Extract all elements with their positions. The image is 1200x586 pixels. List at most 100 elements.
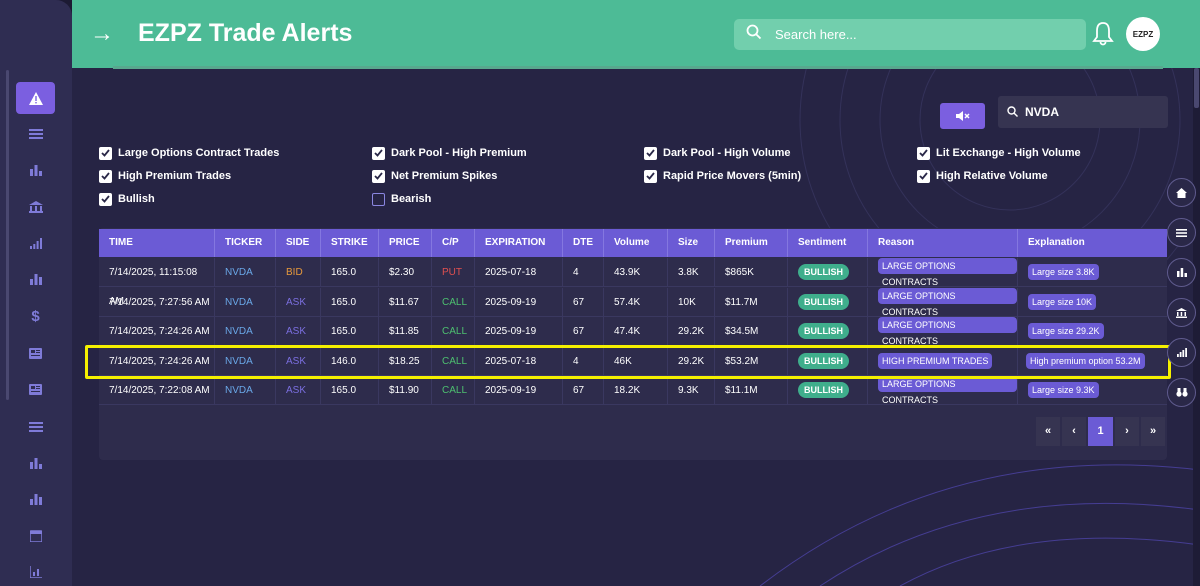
mute-button[interactable] <box>940 103 985 129</box>
reason-badge: LARGE OPTIONS CONTRACTS <box>878 376 1017 405</box>
analytics-icon[interactable] <box>16 483 55 515</box>
page-first-button[interactable]: « <box>1036 417 1060 446</box>
cell-premium: $11.1M <box>715 376 788 405</box>
column-header-premium[interactable]: Premium <box>715 229 788 257</box>
calendar-icon[interactable] <box>16 520 55 552</box>
cell-time: 7/14/2025, 7:22:08 AM <box>99 376 215 405</box>
cell-sentiment: BULLISH <box>788 258 868 287</box>
cell-size: 3.8K <box>668 258 715 287</box>
bank-icon[interactable] <box>1167 298 1196 327</box>
dollar-icon[interactable]: $ <box>31 307 40 325</box>
cell-expiration: 2025-09-19 <box>475 317 563 346</box>
global-search[interactable] <box>734 19 1086 50</box>
checkbox-checked-icon[interactable] <box>99 146 112 160</box>
cell-ticker[interactable]: NVDA <box>215 258 276 287</box>
cell-ticker[interactable]: NVDA <box>215 288 276 317</box>
cell-ticker[interactable]: NVDA <box>215 317 276 346</box>
page-next-button[interactable]: › <box>1115 417 1139 446</box>
checkbox-checked-icon[interactable] <box>372 169 385 183</box>
checkbox-checked-icon[interactable] <box>372 146 385 160</box>
filter-label: Net Premium Spikes <box>391 170 498 182</box>
sentiment-badge: BULLISH <box>798 294 849 310</box>
table-row[interactable]: 7/14/2025, 11:15:08 AM NVDA BID 165.0 $2… <box>99 258 1167 307</box>
column-header-side[interactable]: SIDE <box>276 229 321 257</box>
cell-cp: CALL <box>432 288 475 317</box>
page-scrollbar[interactable] <box>1193 68 1200 586</box>
bar-chart-icon[interactable] <box>16 154 55 186</box>
cell-ticker[interactable]: NVDA <box>215 376 276 405</box>
signal-icon[interactable] <box>16 227 55 259</box>
checkbox-checked-icon[interactable] <box>644 169 657 183</box>
cell-strike: 165.0 <box>321 376 379 405</box>
filter-lit-exchange[interactable]: Lit Exchange - High Volume <box>917 146 1081 160</box>
filter-label: Dark Pool - High Volume <box>663 147 791 159</box>
column-header-strike[interactable]: STRIKE <box>321 229 379 257</box>
filter-net-premium[interactable]: Net Premium Spikes <box>372 169 497 183</box>
list-icon[interactable] <box>1167 218 1196 247</box>
cell-volume: 46K <box>604 347 668 376</box>
checkbox-checked-icon[interactable] <box>99 169 112 183</box>
search-input[interactable] <box>775 24 1075 44</box>
ticker-search[interactable] <box>998 96 1168 128</box>
checkbox-checked-icon[interactable] <box>644 146 657 160</box>
news-icon[interactable] <box>16 373 55 405</box>
binoculars-icon[interactable] <box>1167 378 1196 407</box>
column-header-volume[interactable]: Volume <box>604 229 668 257</box>
column-header-size[interactable]: Size <box>668 229 715 257</box>
page-prev-button[interactable]: ‹ <box>1062 417 1086 446</box>
bar-chart-icon[interactable] <box>1167 258 1196 287</box>
cell-volume: 43.9K <box>604 258 668 287</box>
column-header-price[interactable]: PRICE <box>379 229 432 257</box>
filter-relative-volume[interactable]: High Relative Volume <box>917 169 1048 183</box>
arrow-right-icon[interactable]: → <box>90 20 114 47</box>
filter-label: Bearish <box>391 193 432 205</box>
checkbox-unchecked-icon[interactable] <box>372 192 385 206</box>
cell-reason: LARGE OPTIONS CONTRACTS <box>868 258 1018 287</box>
list-icon[interactable] <box>16 118 55 150</box>
filter-dark-pool-volume[interactable]: Dark Pool - High Volume <box>644 146 791 160</box>
stats-icon[interactable] <box>16 263 55 295</box>
column-header-sentiment[interactable]: Sentiment <box>788 229 868 257</box>
filter-dark-pool-premium[interactable]: Dark Pool - High Premium <box>372 146 527 160</box>
column-header-dte[interactable]: DTE <box>563 229 604 257</box>
menu-lines-icon[interactable] <box>16 411 55 443</box>
cell-strike: 165.0 <box>321 317 379 346</box>
alert-icon[interactable] <box>16 82 55 114</box>
filter-label: Large Options Contract Trades <box>118 147 280 159</box>
bell-icon[interactable] <box>1092 20 1114 46</box>
column-header-reason[interactable]: Reason <box>868 229 1018 257</box>
column-header-cp[interactable]: C/P <box>432 229 475 257</box>
filter-high-premium[interactable]: High Premium Trades <box>99 169 231 183</box>
reason-badge: LARGE OPTIONS CONTRACTS <box>878 288 1017 317</box>
page-last-button[interactable]: » <box>1141 417 1165 446</box>
filter-bearish[interactable]: Bearish <box>372 192 431 206</box>
explanation-badge: High premium option 53.2M <box>1026 353 1145 369</box>
page-current-button[interactable]: 1 <box>1088 417 1113 446</box>
column-header-explanation[interactable]: Explanation <box>1028 237 1085 248</box>
column-header-expiration[interactable]: EXPIRATION <box>475 229 563 257</box>
chart-icon[interactable] <box>16 447 55 479</box>
cell-ticker[interactable]: NVDA <box>215 347 276 376</box>
table-row[interactable]: 7/14/2025, 7:24:26 AM NVDA ASK 146.0 $18… <box>99 347 1167 376</box>
explanation-badge: Large size 29.2K <box>1028 323 1104 339</box>
checkbox-checked-icon[interactable] <box>99 192 112 206</box>
filter-bullish[interactable]: Bullish <box>99 192 155 206</box>
cell-strike: 165.0 <box>321 288 379 317</box>
signal-icon[interactable] <box>1167 338 1196 367</box>
table-row[interactable]: 7/14/2025, 7:24:26 AM NVDA ASK 165.0 $11… <box>99 317 1167 346</box>
filter-large-options[interactable]: Large Options Contract Trades <box>99 146 279 160</box>
newspaper-icon[interactable] <box>16 337 55 369</box>
checkbox-checked-icon[interactable] <box>917 146 930 160</box>
column-header-time[interactable]: TIME <box>99 229 215 257</box>
table-row[interactable]: 7/14/2025, 7:22:08 AM NVDA ASK 165.0 $11… <box>99 376 1167 405</box>
column-header-ticker[interactable]: TICKER <box>215 229 276 257</box>
filter-rapid-movers[interactable]: Rapid Price Movers (5min) <box>644 169 801 183</box>
avatar[interactable]: EZPZ <box>1126 17 1160 51</box>
ticker-search-input[interactable] <box>1025 103 1160 121</box>
area-chart-icon[interactable] <box>16 556 55 586</box>
table-row[interactable]: 7/14/2025, 7:27:56 AM NVDA ASK 165.0 $11… <box>99 288 1167 317</box>
checkbox-checked-icon[interactable] <box>917 169 930 183</box>
home-icon[interactable] <box>1167 178 1196 207</box>
sidebar-scrollbar[interactable] <box>6 70 9 400</box>
bank-icon[interactable] <box>16 191 55 223</box>
